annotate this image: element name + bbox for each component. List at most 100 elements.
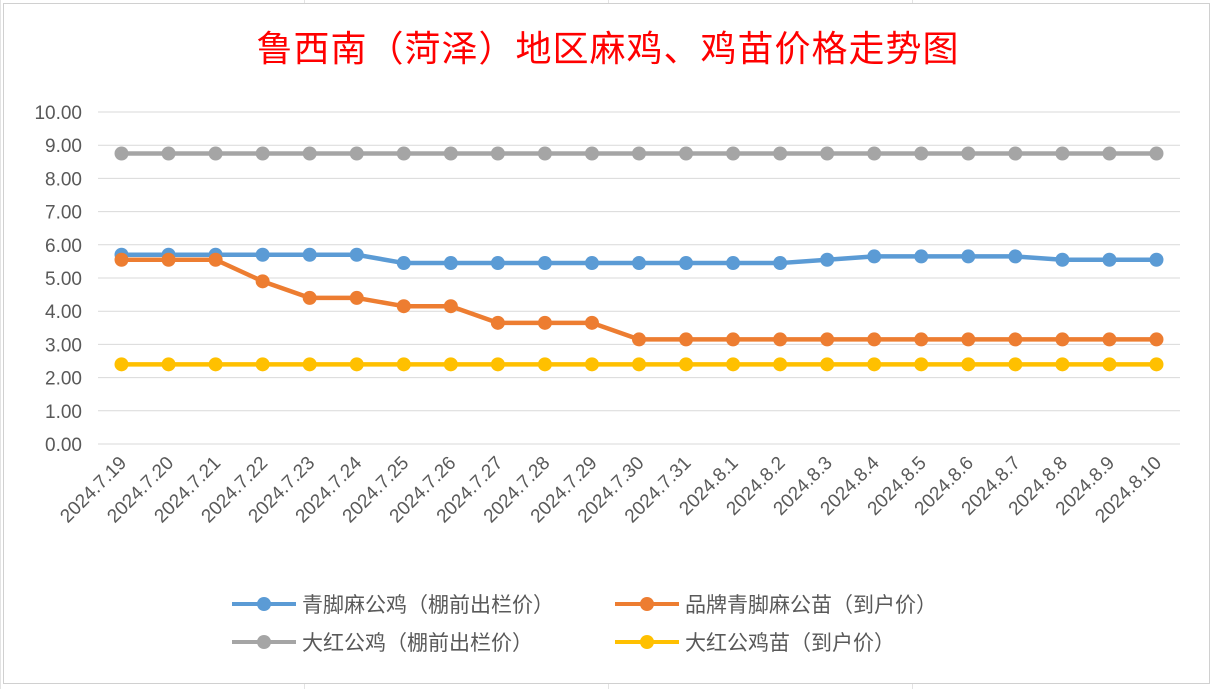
series-2-point[interactable] [914,332,929,347]
series-2-point[interactable] [584,315,599,330]
series-2-point[interactable] [726,332,741,347]
series-3-point[interactable] [396,146,411,161]
series-3-point[interactable] [537,146,552,161]
series-4-point[interactable] [867,357,882,372]
series-1-point[interactable] [679,256,694,271]
series-1-point[interactable] [302,247,317,262]
series-4-point[interactable] [1149,357,1164,372]
series-1-point[interactable] [490,256,505,271]
series-line-2 [119,257,1159,342]
series-3-point[interactable] [584,146,599,161]
series-3-point[interactable] [161,146,176,161]
series-2-point[interactable] [443,299,458,314]
series-4-point[interactable] [726,357,741,372]
series-3-point[interactable] [208,146,223,161]
series-1-point[interactable] [961,249,976,264]
legend-item-series-2[interactable]: 品牌青脚麻公苗（到户价） [615,589,937,619]
series-1-point[interactable] [1008,249,1023,264]
series-2-point[interactable] [867,332,882,347]
series-4-point[interactable] [208,357,223,372]
series-4-point[interactable] [349,357,364,372]
series-4-point[interactable] [490,357,505,372]
series-4-point[interactable] [961,357,976,372]
series-2-point[interactable] [961,332,976,347]
y-tick-label: 10.00 [34,103,82,124]
series-2-point[interactable] [161,252,176,267]
series-4-point[interactable] [114,357,129,372]
series-4-point[interactable] [302,357,317,372]
series-1-point[interactable] [1149,252,1164,267]
series-2-point[interactable] [490,315,505,330]
legend-item-series-1[interactable]: 青脚麻公鸡（棚前出栏价） [232,589,554,619]
series-1-point[interactable] [632,256,646,271]
series-4-point[interactable] [679,357,694,372]
series-1-point[interactable] [396,256,411,271]
series-2-point[interactable] [349,290,364,305]
series-3-point[interactable] [1008,146,1023,161]
series-2-point[interactable] [820,332,835,347]
series-1-point[interactable] [584,256,599,271]
series-3-point[interactable] [914,146,929,161]
series-3-point[interactable] [632,146,646,161]
series-2-point[interactable] [537,315,552,330]
chart-area[interactable] [3,3,1210,684]
series-1-point[interactable] [867,249,882,264]
series-2-point[interactable] [208,252,223,267]
series-2-point[interactable] [114,252,129,267]
series-1-point[interactable] [537,256,552,271]
series-3-point[interactable] [302,146,317,161]
series-4-point[interactable] [632,357,646,372]
series-4-point[interactable] [161,357,176,372]
series-4-point[interactable] [1008,357,1023,372]
series-3-point[interactable] [255,146,270,161]
legend-swatch-series-4 [615,632,679,652]
series-3-point[interactable] [490,146,505,161]
legend-item-series-4[interactable]: 大红公鸡苗（到户价） [615,627,895,657]
series-1-point[interactable] [255,247,270,262]
series-1-point[interactable] [773,256,788,271]
series-2-point[interactable] [1008,332,1023,347]
series-1-point[interactable] [1102,252,1117,267]
series-3-point[interactable] [114,146,129,161]
series-3-point[interactable] [773,146,788,161]
series-4-point[interactable] [255,357,270,372]
series-1-point[interactable] [914,249,929,264]
y-tick-label: 3.00 [45,335,82,356]
y-tick-label: 8.00 [45,169,82,190]
series-2-point[interactable] [255,274,270,289]
series-4-point[interactable] [914,357,929,372]
series-3-point[interactable] [679,146,694,161]
series-2-point[interactable] [396,299,411,314]
series-4-point[interactable] [773,357,788,372]
series-3-point[interactable] [443,146,458,161]
series-1-point[interactable] [349,247,364,262]
series-2-point[interactable] [1055,332,1070,347]
series-2-point[interactable] [302,290,317,305]
series-4-point[interactable] [537,357,552,372]
series-2-point[interactable] [632,332,646,347]
series-2-point[interactable] [773,332,788,347]
series-2-point[interactable] [679,332,694,347]
series-4-point[interactable] [1102,357,1117,372]
series-1-point[interactable] [1055,252,1070,267]
legend-item-series-3[interactable]: 大红公鸡（棚前出栏价） [232,627,533,657]
series-3-point[interactable] [867,146,882,161]
series-3-point[interactable] [349,146,364,161]
series-3-point[interactable] [726,146,741,161]
series-4-point[interactable] [443,357,458,372]
series-3-point[interactable] [1055,146,1070,161]
series-3-point[interactable] [820,146,835,161]
series-1-point[interactable] [820,252,835,267]
series-1-point[interactable] [443,256,458,271]
series-2-point[interactable] [1149,332,1164,347]
series-2-point[interactable] [1102,332,1117,347]
series-3-point[interactable] [1102,146,1117,161]
series-1-point[interactable] [726,256,741,271]
series-4-point[interactable] [820,357,835,372]
series-3-point[interactable] [961,146,976,161]
series-3-point[interactable] [1149,146,1164,161]
series-4-point[interactable] [396,357,411,372]
series-4-point[interactable] [1055,357,1070,372]
series-4-point[interactable] [584,357,599,372]
